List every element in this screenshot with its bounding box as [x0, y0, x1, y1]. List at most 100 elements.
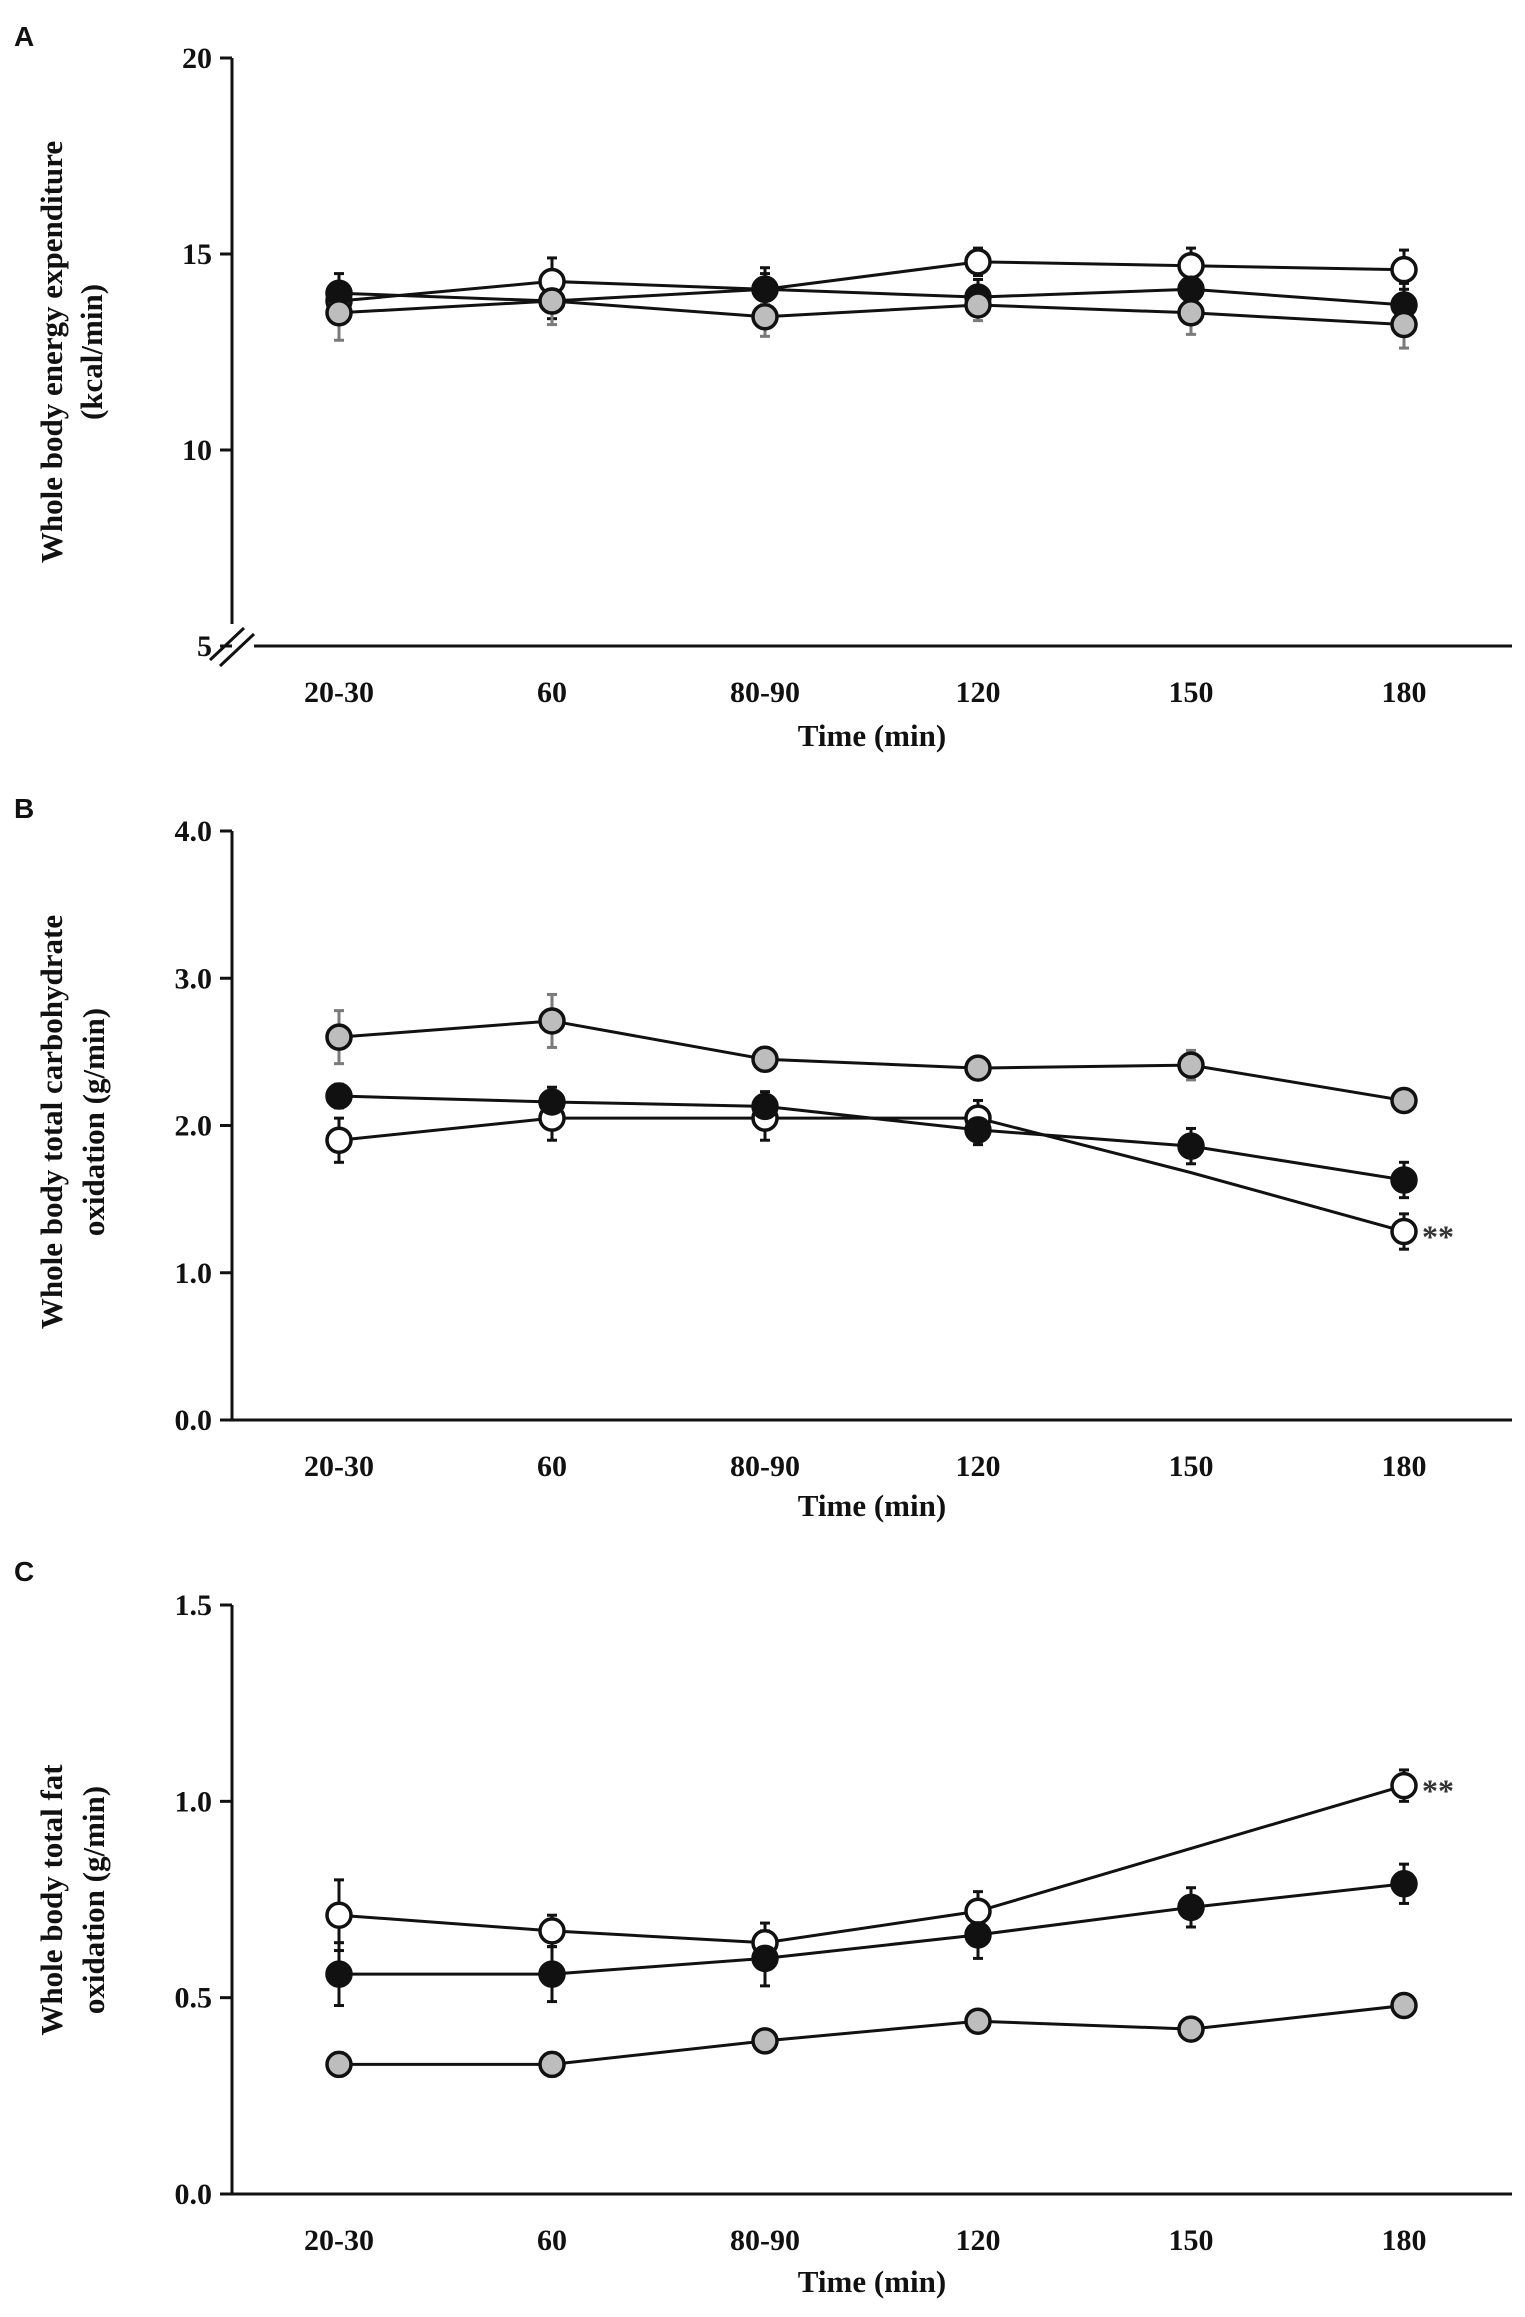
y-tick-label: 0.0 [175, 1404, 213, 1437]
y-axis-title-line: Whole body total fat [34, 1764, 69, 2036]
series-line-open [338, 260, 1405, 303]
data-point-filled [1177, 1893, 1205, 1922]
y-axis-title: Whole body energy expenditure (kcal/min) [34, 141, 109, 563]
x-tick-label: 150 [1169, 1450, 1214, 1483]
data-point-open [325, 1126, 353, 1154]
data-point-filled [1390, 1166, 1418, 1194]
y-axis-title-line: (kcal/min) [74, 284, 109, 420]
data-point-open [538, 1917, 566, 1945]
y-tick-label: 2.0 [175, 1110, 213, 1143]
y-axis-title: Whole body total carbohydrate oxidation (… [34, 915, 111, 1329]
data-point-open [1390, 255, 1418, 284]
series-line-open [338, 1116, 1405, 1233]
x-tick-label: 180 [1382, 2224, 1427, 2257]
data-point-open [964, 248, 992, 276]
data-point-filled [538, 1088, 566, 1116]
x-tick-label: 180 [1382, 676, 1427, 709]
x-tick-label: 150 [1169, 676, 1214, 709]
x-tick-label: 80-90 [730, 2224, 800, 2257]
data-point-open [1390, 1771, 1418, 1800]
data-point-filled [1390, 1870, 1418, 1898]
data-point-filled [1177, 275, 1205, 304]
x-tick-label: 180 [1382, 1450, 1427, 1483]
data-point-open [1177, 252, 1205, 280]
data-point-grey [751, 302, 779, 331]
x-axis-title: Time (min) [798, 718, 946, 753]
data-point-grey [538, 2050, 566, 2079]
series-line-grey [338, 299, 1405, 327]
chart-panel-a: A 5 10 15 20 20-30 60 80-90 120 150 180 Time (min) W… [14, 21, 1512, 753]
y-tick-label: 0.0 [175, 2178, 213, 2211]
x-tick-label: 150 [1169, 2224, 1214, 2257]
y-axis-title-line: oxidation (g/min) [76, 1786, 111, 2014]
data-point-grey [1177, 1051, 1205, 1079]
x-tick-label: 120 [956, 676, 1001, 709]
y-tick-label: 1.0 [175, 1257, 213, 1290]
axis-break-mark [218, 632, 256, 668]
x-tick-label: 60 [537, 1450, 567, 1483]
data-point-open [325, 1901, 353, 1929]
y-tick-label: 5 [197, 630, 212, 663]
y-axis-title: Whole body total fat oxidation (g/min) [34, 1764, 111, 2036]
x-tick-label: 60 [537, 2224, 567, 2257]
panel-label-b: B [14, 793, 34, 824]
series-line-open [338, 1784, 1405, 1945]
data-point-grey [751, 1045, 779, 1073]
data-point-grey [538, 1007, 566, 1035]
significance-annotation: ** [1422, 1219, 1454, 1255]
y-axis-title-line: oxidation (g/min) [76, 1008, 111, 1236]
x-tick-label: 120 [956, 2224, 1001, 2257]
axis-break-mark [208, 626, 246, 662]
series-line-filled [339, 1882, 1405, 1976]
panel-label-c: C [14, 1556, 34, 1587]
x-axis-title: Time (min) [798, 2264, 946, 2299]
data-point-grey [751, 2027, 779, 2055]
y-tick-label: 1.0 [175, 1785, 213, 1818]
y-tick-label: 15 [182, 238, 212, 271]
data-point-grey [1177, 2015, 1205, 2043]
data-point-grey [964, 2007, 992, 2035]
data-point-grey [325, 299, 353, 327]
data-point-filled [325, 1960, 353, 1988]
data-point-filled [964, 1921, 992, 1949]
x-tick-label: 80-90 [730, 1450, 800, 1483]
chart-panel-b: B 0.0 1.0 2.0 3.0 4.0 20-30 60 80-90 120 150 180 Tim… [14, 793, 1512, 1523]
x-tick-label: 60 [537, 676, 567, 709]
data-point-grey [325, 2050, 353, 2079]
data-point-grey [964, 291, 992, 319]
data-point-filled [751, 275, 779, 304]
x-tick-label: 80-90 [730, 676, 800, 709]
series-line-grey [338, 1019, 1405, 1102]
data-point-grey [1390, 1991, 1418, 2020]
y-tick-label: 1.5 [175, 1589, 213, 1622]
series-line-filled [338, 287, 1405, 307]
data-point-filled [1177, 1132, 1205, 1160]
data-point-grey [964, 1054, 992, 1082]
data-point-open [1390, 1217, 1418, 1246]
x-tick-label: 20-30 [304, 1450, 374, 1483]
data-point-grey [1177, 299, 1205, 327]
data-point-filled [538, 1960, 566, 1988]
chart-panel-c: C 0.0 0.5 1.0 1.5 20-30 60 80-90 120 150 180 Time (… [14, 1556, 1512, 2299]
data-point-filled [751, 1944, 779, 1973]
y-tick-label: 3.0 [175, 962, 213, 995]
x-axis-title: Time (min) [798, 1488, 946, 1523]
data-point-open [964, 1897, 992, 1926]
data-point-grey [538, 287, 566, 315]
series-line-grey [339, 2004, 1405, 2066]
data-point-grey [325, 1023, 353, 1051]
data-point-filled [325, 1082, 353, 1110]
series-line-filled [338, 1094, 1405, 1182]
y-axis-title-line: Whole body energy expenditure [34, 141, 69, 563]
data-point-grey [1390, 1086, 1418, 1115]
y-tick-label: 10 [182, 434, 212, 467]
y-tick-label: 20 [182, 42, 212, 75]
panel-label-a: A [14, 21, 34, 52]
y-tick-label: 0.5 [175, 1982, 213, 2015]
significance-annotation: ** [1422, 1773, 1454, 1809]
data-point-filled [751, 1092, 779, 1121]
x-tick-label: 120 [956, 1450, 1001, 1483]
data-point-grey [1390, 310, 1418, 339]
y-tick-label: 4.0 [175, 815, 213, 848]
